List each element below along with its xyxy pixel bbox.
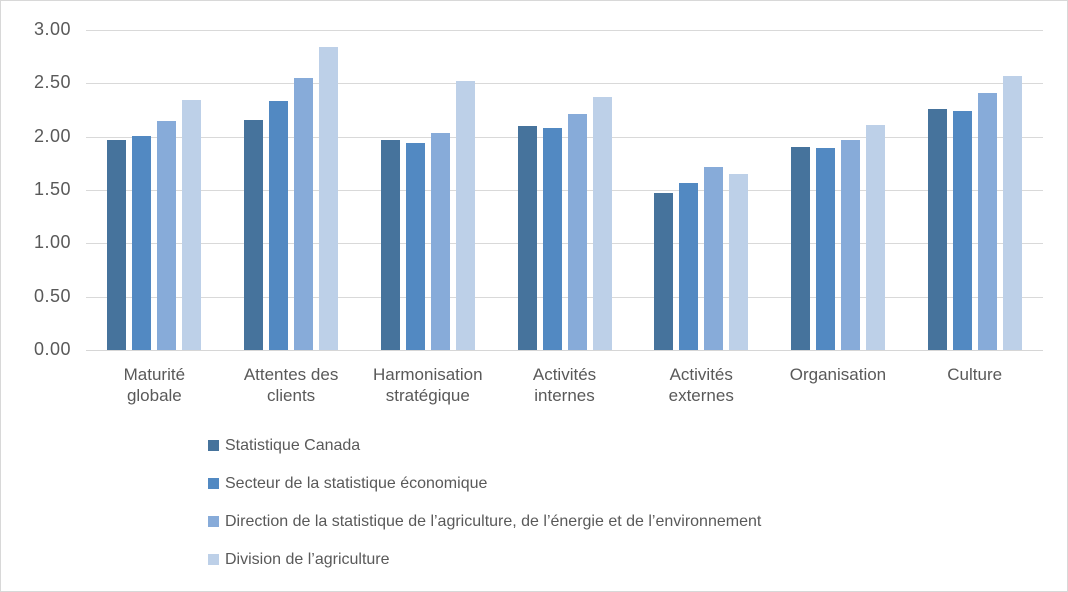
bar [840,139,860,350]
y-tick-label: 1.00 [33,232,71,252]
legend-label: Division de l’agriculture [225,551,390,568]
bar [815,148,835,350]
legend-marker [208,440,219,451]
x-category-label: Attentes des clients [243,365,339,405]
bar-group [906,30,1043,350]
bar [157,120,177,350]
bar [592,97,612,350]
bar [679,182,699,350]
x-axis-line [86,350,1043,351]
bar [704,166,724,350]
bar [107,139,127,350]
gridline [86,190,1043,191]
x-label-slot: Activités internes [496,364,633,406]
bar [865,124,885,350]
bar [567,114,587,350]
legend-marker [208,554,219,565]
bar [729,174,749,350]
legend-item: Direction de la statistique de l’agricul… [208,511,761,532]
legend-label: Statistique Canada [225,437,361,454]
bar [1002,75,1022,350]
y-tick-label: 2.50 [33,72,71,92]
bar [517,126,537,350]
bar-group [770,30,907,350]
gridline [86,297,1043,298]
gridline [86,30,1043,31]
x-category-label: Activités externes [668,365,734,405]
x-label-slot: Maturité globale [86,364,223,406]
legend-label: Direction de la statistique de l’agricul… [225,513,762,530]
bar [380,139,400,350]
legend-item: Secteur de la statistique économique [208,473,761,494]
bar [927,108,947,350]
x-category-label: Maturité globale [123,365,186,405]
y-tick-label: 0.50 [33,286,71,306]
legend-item: Statistique Canada [208,435,761,456]
bar [319,47,339,350]
y-tick-label: 0.00 [33,339,71,359]
bar-group [223,30,360,350]
x-category-label: Activités internes [532,365,597,405]
x-label-slot: Attentes des clients [223,364,360,406]
bar [455,81,475,350]
bar-group [359,30,496,350]
x-category-label: Culture [947,365,1003,384]
y-tick-label: 3.00 [33,19,71,39]
legend-marker [208,516,219,527]
bar [977,92,997,350]
bar [182,100,202,350]
bar [790,147,810,350]
bar [654,193,674,350]
bar [294,78,314,350]
legend-item: Division de l’agriculture [208,549,761,570]
legend-marker [208,478,219,489]
bar [269,101,289,350]
bar-group [86,30,223,350]
x-label-slot: Harmonisation stratégique [359,364,496,406]
gridline [86,83,1043,84]
x-category-label: Organisation [789,365,887,384]
chart-legend: Statistique Canada Secteur de la statisti… [208,435,761,570]
y-tick-label: 2.00 [33,126,71,146]
gridline [86,243,1043,244]
legend-label: Secteur de la statistique économique [225,475,488,492]
gridline [86,137,1043,138]
bar [952,111,972,350]
bar-group [633,30,770,350]
bar [405,143,425,350]
x-label-slot: Activités externes [633,364,770,406]
bar [542,128,562,350]
x-label-slot: Organisation [770,364,907,406]
bar [132,135,152,350]
bar [430,133,450,350]
bar [244,119,264,350]
x-category-label: Harmonisation stratégique [372,365,483,405]
y-tick-label: 1.50 [33,179,71,199]
bars-row [86,30,1043,350]
x-label-slot: Culture [906,364,1043,406]
x-axis-labels: Maturité globale Attentes des clients Harm… [86,364,1043,406]
bar-group [496,30,633,350]
